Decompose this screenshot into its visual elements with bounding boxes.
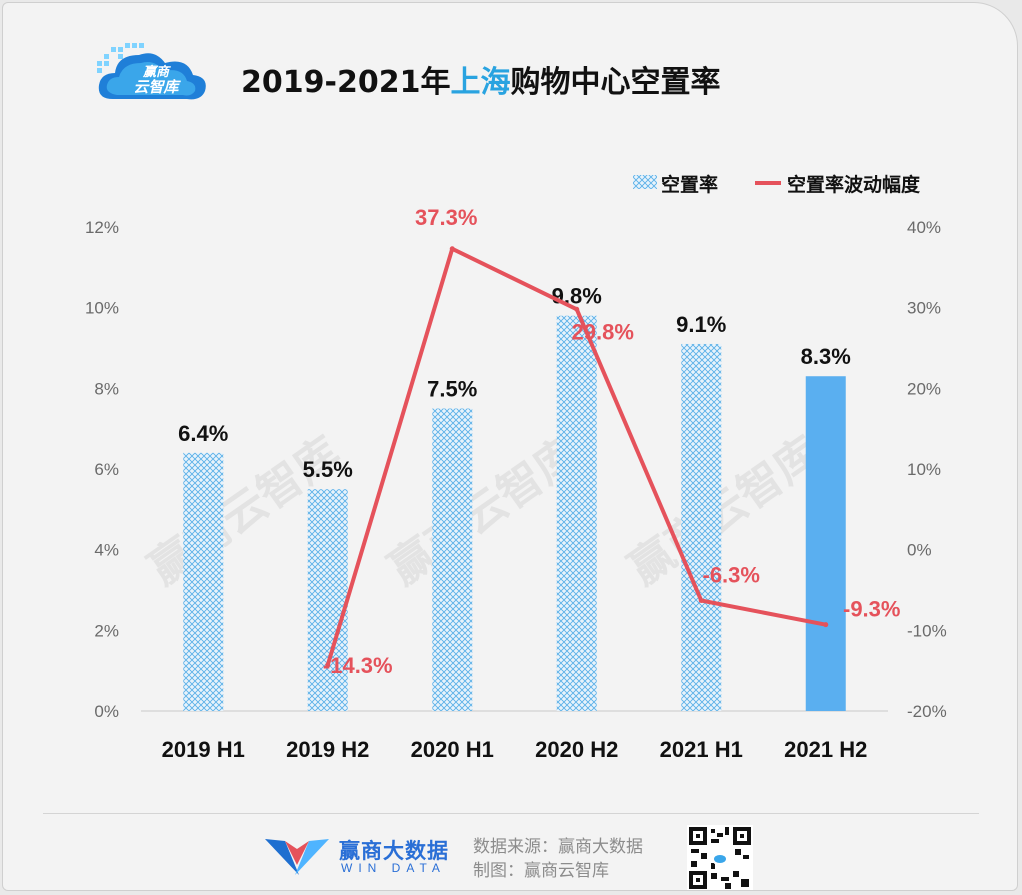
y-left-tick-label: 4% (94, 541, 119, 560)
y-left-tick-label: 12% (85, 218, 119, 237)
y-right-tick-label: 20% (907, 379, 941, 398)
windata-logo-icon (265, 839, 329, 875)
bar-2019-h2 (307, 489, 348, 711)
bar-2020-h2 (556, 315, 597, 711)
footer-divider (43, 813, 979, 814)
bar-2021-h1 (681, 343, 722, 711)
bar-value-label: 6.4% (178, 421, 228, 446)
legend: 空置率 空置率波动幅度 (633, 173, 921, 196)
x-category-label: 2020 H2 (535, 737, 618, 762)
logo-text: 赢商 云智库 (133, 65, 179, 96)
y-left-tick-label: 6% (94, 460, 119, 479)
bar-value-label: 9.8% (552, 284, 602, 309)
source-note: 数据来源：赢商大数据 制图：赢商云智库 (473, 837, 643, 881)
chart-area: 赢商云智库 赢商云智库 赢商云智库 0%2%4%6%8%10%12% -20%-10… (85, 173, 947, 762)
line-point (449, 246, 455, 252)
legend-label-bar: 空置率 (661, 173, 718, 196)
x-category-label: 2019 H2 (286, 737, 369, 762)
y-right-tick-label: 30% (907, 299, 941, 318)
fluctuation-value-label: 29.8% (572, 319, 634, 344)
qr-code-icon (687, 825, 753, 890)
y-right-tick-label: 10% (907, 460, 941, 479)
y-left-tick-label: 10% (85, 299, 119, 318)
y-right-tick-label: -20% (907, 702, 947, 721)
fluctuation-value-label: 37.3% (415, 205, 477, 230)
cloud-logo-icon (97, 43, 206, 100)
bar-value-label: 8.3% (801, 344, 851, 369)
y-left-tick-label: 2% (94, 621, 119, 640)
fluctuation-value-label: -6.3% (703, 562, 760, 587)
y-left-tick-label: 0% (94, 702, 119, 721)
bar-2020-h1 (432, 408, 473, 711)
brand-name: 赢商大数据 (339, 839, 449, 863)
fluctuation-value-label: -9.3% (843, 597, 900, 622)
line-point (823, 622, 829, 628)
y-left-tick-label: 8% (94, 379, 119, 398)
x-category-label: 2019 H1 (162, 737, 245, 762)
bar-value-label: 5.5% (303, 457, 353, 482)
line-point (574, 306, 580, 312)
x-category-label: 2020 H1 (411, 737, 494, 762)
legend-label-line: 空置率波动幅度 (787, 173, 921, 196)
y-right-tick-label: -10% (907, 621, 947, 640)
bar-2021-h2 (805, 376, 846, 711)
bar-value-label: 9.1% (676, 312, 726, 337)
legend-swatch-bar (633, 175, 657, 189)
fluctuation-value-label: -14.3% (323, 653, 393, 678)
y-right-tick-label: 40% (907, 218, 941, 237)
line-point (698, 597, 704, 603)
x-category-label: 2021 H2 (784, 737, 867, 762)
line-point (325, 662, 331, 668)
brand-subtitle: WIN DATA (341, 861, 446, 875)
chart-title: 2019-2021年上海购物中心空置率 (241, 65, 721, 100)
y-right-tick-label: 0% (907, 541, 932, 560)
x-category-label: 2021 H1 (660, 737, 743, 762)
bar-value-label: 7.5% (427, 377, 477, 402)
bar-2019-h1 (183, 452, 224, 711)
